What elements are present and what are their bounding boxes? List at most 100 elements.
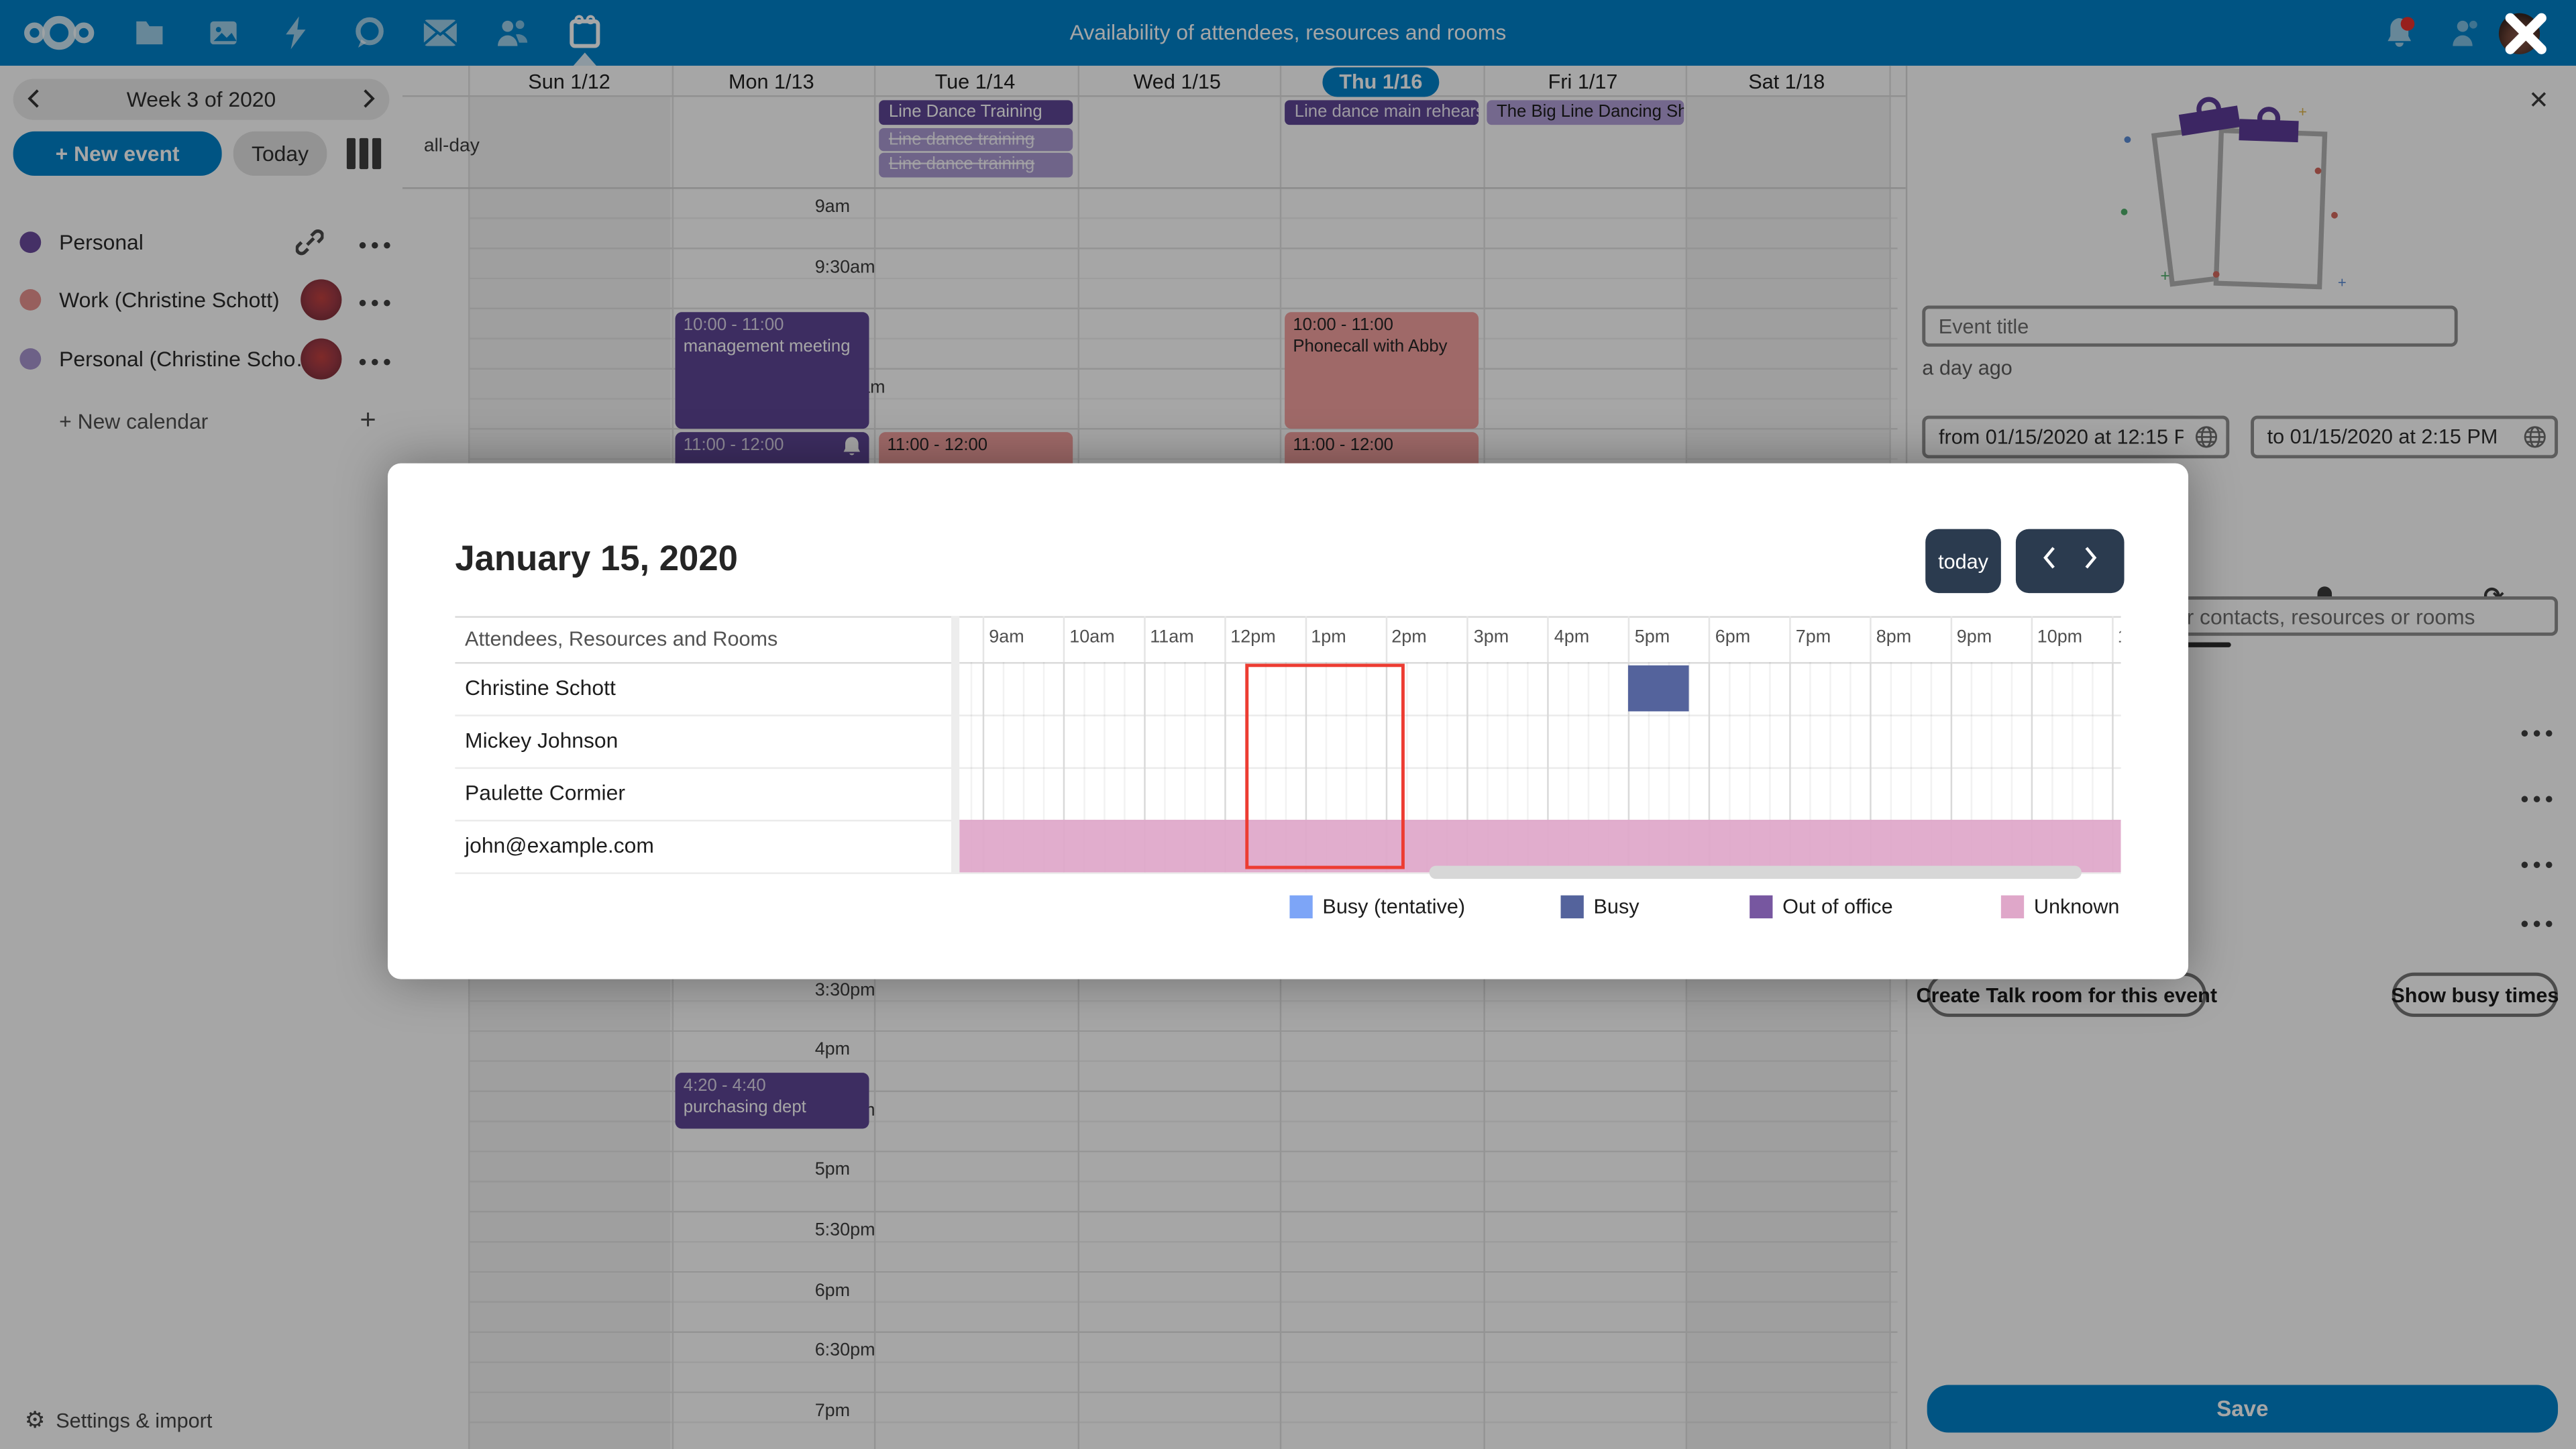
tick-label: 9am: [989, 627, 1024, 647]
time-label: 6pm: [814, 1281, 851, 1301]
event-phonecall-with-abby[interactable]: 10:00 - 11:00 Phonecall with Abby: [1285, 311, 1479, 428]
attendee-actions-menu[interactable]: ●●●: [2520, 915, 2557, 932]
calendar-name: Personal (Christine Scho…: [59, 346, 317, 372]
calendar-list-item-work[interactable]: Work (Christine Schott) ●●●: [0, 279, 402, 322]
timezone-globe-icon[interactable]: [2195, 425, 2218, 457]
selected-timeslot-outline[interactable]: [1244, 663, 1404, 869]
contacts-icon[interactable]: [480, 0, 545, 66]
week-label: Week 3 of 2020: [126, 87, 276, 112]
mouse-cursor: [2504, 11, 2548, 64]
confetti-dot: [2314, 167, 2322, 174]
attendee-actions-menu[interactable]: ●●●: [2520, 724, 2557, 741]
allday-label: all-day: [423, 136, 480, 156]
clipboard-ring: [2257, 107, 2281, 130]
timezone-globe-icon[interactable]: [2524, 425, 2546, 457]
tick-label: 1pm: [1311, 627, 1346, 647]
allday-divider: [402, 187, 1906, 189]
day-header-sun[interactable]: Sun 1/12: [528, 70, 610, 94]
day-header-thu-today[interactable]: Thu 1/16: [1280, 67, 1482, 97]
day-header-sat[interactable]: Sat 1/18: [1748, 70, 1825, 94]
tick-label: 10pm: [2037, 627, 2083, 647]
confetti-plus: +: [2298, 103, 2308, 120]
tick-label: 7pm: [1795, 627, 1831, 647]
end-date-field[interactable]: [2251, 415, 2559, 459]
mail-icon[interactable]: [407, 0, 473, 66]
attendee-actions-menu[interactable]: ●●●: [2520, 790, 2557, 807]
time-label: 9am: [814, 197, 851, 217]
attendee-row-name: Mickey Johnson: [465, 727, 619, 753]
notifications-bell-icon[interactable]: [2367, 0, 2433, 66]
calendar-color-dot: [19, 289, 42, 311]
previous-day-button[interactable]: [2029, 545, 2070, 578]
close-sidebar-icon[interactable]: ✕: [2528, 87, 2549, 115]
day-header-fri[interactable]: Fri 1/17: [1548, 70, 1618, 94]
calendar-name: Work (Christine Schott): [59, 287, 280, 313]
time-label: 7pm: [814, 1401, 851, 1421]
next-day-button[interactable]: [2070, 545, 2111, 578]
allday-event-declined[interactable]: Line dance training: [879, 152, 1073, 177]
new-calendar-label: + New calendar: [59, 409, 209, 434]
active-app-indicator: [573, 52, 596, 66]
time-label: 3:30pm: [814, 979, 875, 1000]
event-management-meeting[interactable]: 10:00 - 11:00 management meeting: [675, 311, 869, 428]
attendee-row-name: Christine Schott: [465, 675, 616, 700]
calendar-actions-menu[interactable]: ●●●: [358, 236, 395, 254]
allday-event[interactable]: The Big Line Dancing Show: [1487, 100, 1684, 124]
day-header-wed[interactable]: Wed 1/15: [1133, 70, 1221, 94]
view-toggle-columns-icon[interactable]: [346, 138, 383, 178]
attendee-actions-menu[interactable]: ●●●: [2520, 855, 2557, 873]
next-week-button[interactable]: [356, 87, 379, 119]
plus-icon: +: [360, 404, 376, 435]
allday-event-declined[interactable]: Line dance training: [879, 127, 1073, 152]
calendar-left-sidebar: Week 3 of 2020 + New event Today Persona…: [0, 65, 403, 1449]
day-header-tue[interactable]: Tue 1/14: [934, 70, 1016, 94]
modal-today-button[interactable]: today: [1925, 529, 2001, 594]
calendar-list-item-personal[interactable]: Personal ●●●: [0, 223, 402, 263]
confetti-dot: [2331, 211, 2338, 219]
grid-divider: [951, 616, 960, 873]
attendees-column-header: Attendees, Resources and Rooms: [465, 627, 778, 651]
tick-label: 4pm: [1554, 627, 1590, 647]
new-event-button[interactable]: + New event: [13, 131, 222, 176]
legend-swatch: [1289, 894, 1313, 918]
time-label: 5:30pm: [814, 1220, 875, 1241]
availability-timeline[interactable]: 9am 10am 11am 12pm 1pm 2pm 3pm 4pm 5pm 6…: [959, 616, 2121, 879]
calendar-list-item-personal-christine[interactable]: Personal (Christine Scho… ●●●: [0, 338, 402, 381]
day-header-mon[interactable]: Mon 1/13: [728, 70, 814, 94]
show-busy-times-button[interactable]: Show busy times: [2391, 972, 2559, 1017]
photos-icon[interactable]: [191, 0, 256, 66]
previous-week-button[interactable]: [23, 87, 46, 119]
calendar-app-icon[interactable]: [552, 0, 618, 66]
today-button[interactable]: Today: [233, 131, 327, 176]
files-icon[interactable]: [117, 0, 182, 66]
tick-label: 9pm: [1956, 627, 1992, 647]
contacts-menu-icon[interactable]: [2433, 0, 2499, 66]
settings-import[interactable]: ⚙ Settings & import: [0, 1403, 402, 1442]
save-button[interactable]: Save: [1927, 1385, 2559, 1433]
top-header-bar: Availability of attendees, resources and…: [0, 0, 2576, 66]
calendar-actions-menu[interactable]: ●●●: [358, 294, 395, 311]
time-label: 4pm: [814, 1040, 851, 1060]
tick-label: 8pm: [1876, 627, 1912, 647]
end-date-input[interactable]: [2251, 415, 2559, 459]
activity-icon[interactable]: [263, 0, 329, 66]
confetti-plus: +: [2160, 268, 2170, 286]
page-title: Availability of attendees, resources and…: [1069, 19, 1507, 45]
nextcloud-logo-icon[interactable]: [19, 0, 99, 66]
start-date-input[interactable]: [1922, 415, 2230, 459]
create-talk-room-button[interactable]: Create Talk room for this event: [1917, 972, 2217, 1017]
grid-row-border: [455, 872, 2121, 874]
timeline-scrollbar-thumb[interactable]: [1429, 865, 2082, 878]
settings-label: Settings & import: [56, 1409, 213, 1433]
calendar-actions-menu[interactable]: ●●●: [358, 353, 395, 370]
talk-icon[interactable]: [337, 0, 402, 66]
start-date-field[interactable]: [1922, 415, 2230, 459]
allday-event[interactable]: Line dance main rehearsal: [1285, 100, 1479, 124]
event-title-input[interactable]: [1922, 305, 2458, 347]
share-link-icon[interactable]: [295, 228, 325, 264]
new-calendar-item[interactable]: + New calendar +: [0, 404, 402, 440]
allday-event[interactable]: Line Dance Training: [879, 100, 1073, 124]
tick-label: 6pm: [1715, 627, 1751, 647]
event-purchasing-dept[interactable]: 4:20 - 4:40 purchasing dept: [675, 1073, 869, 1129]
confetti-dot: [2212, 271, 2220, 278]
